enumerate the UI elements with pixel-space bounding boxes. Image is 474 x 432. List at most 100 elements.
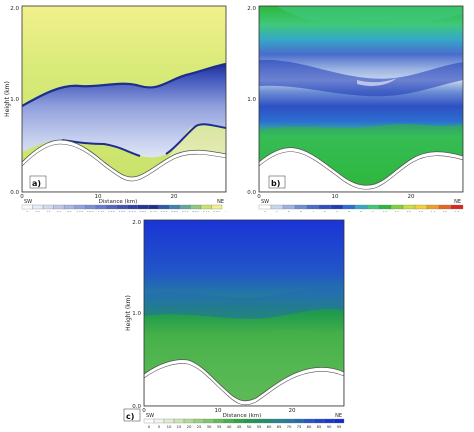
colorbar-swatch: [390, 204, 404, 210]
terrain: [144, 359, 344, 406]
colorbar-swatch: [193, 418, 205, 424]
panel-label: b): [271, 179, 280, 188]
colorbar-swatch: [158, 204, 170, 210]
colorbar-label: 15: [443, 210, 448, 212]
colorbar-swatch: [303, 418, 315, 424]
colorbar-unit: m s⁻¹: [465, 210, 474, 212]
colorbar-swatch: [270, 204, 284, 210]
colorbar-label: 95: [337, 424, 342, 428]
colorbar-swatch: [85, 204, 96, 210]
colorbar-label: 2: [288, 210, 291, 212]
colorbar-label: 0: [264, 210, 267, 212]
colorbar-label: 200: [129, 210, 137, 212]
colorbar-label: 40: [227, 424, 232, 428]
direction-left: SW: [24, 199, 32, 205]
colorbar-label: 20: [187, 424, 192, 428]
colorbar-label: 30: [207, 424, 212, 428]
colorbar-label: 11: [395, 210, 400, 212]
colorbar-swatch: [342, 204, 356, 210]
colorbar-label: 75: [297, 424, 302, 428]
chart-a: Height (km) 0.0 1.0 2.0 0 10 20 a) SW NE…: [4, 5, 239, 215]
colorbar-label: 45: [237, 424, 242, 428]
colorbar-label: 60: [56, 210, 61, 212]
panel-label: c): [126, 412, 134, 421]
colorbar-swatch: [137, 204, 149, 210]
terrain: [22, 139, 226, 192]
colorbar-swatch: [223, 418, 235, 424]
colorbar-label: 8: [360, 210, 363, 212]
colorbar-swatch: [450, 204, 464, 210]
colorbar-label: 90: [327, 424, 332, 428]
colorbar-swatch: [282, 204, 296, 210]
colorbar: 012345678910111213141516m s⁻¹: [258, 204, 474, 215]
panel-a: Height (km) 0.0 1.0 2.0 0 10 20 a) SW NE…: [0, 0, 239, 215]
x-axis-label: Distance (km): [99, 199, 138, 205]
colorbar-swatch: [116, 204, 128, 210]
colorbar-label: 25: [197, 424, 202, 428]
colorbar-swatch: [330, 204, 344, 210]
colorbar-label: 220: [139, 210, 147, 212]
y-tick-label: 1.0: [132, 311, 141, 317]
colorbar-swatch: [211, 204, 223, 210]
direction-right: NE: [217, 199, 224, 205]
panel-label: a): [32, 179, 41, 188]
colorbar-swatch: [253, 418, 265, 424]
direction-left: SW: [261, 199, 269, 205]
panel-b: 0.0 1.0 2.0 0 10 20 b) SW NE 01234567891…: [237, 0, 474, 215]
colorbar-swatch: [283, 418, 295, 424]
colorbar-label: 15: [177, 424, 182, 428]
colorbar-swatch: [243, 418, 255, 424]
colorbar-swatch: [148, 204, 159, 210]
y-axis-label: Height (km): [4, 81, 11, 117]
colorbar-swatch: [426, 204, 440, 210]
colorbar-label: 40: [46, 210, 51, 212]
colorbar-swatch: [233, 418, 245, 424]
colorbar-swatch: [169, 204, 181, 210]
direction-right: NE: [335, 413, 342, 419]
colorbar-label: 80: [307, 424, 312, 428]
colorbar-label: 60: [267, 424, 272, 428]
colorbar-label: 35: [217, 424, 222, 428]
colorbar-label: 85: [317, 424, 322, 428]
colorbar-label: 55: [257, 424, 262, 428]
x-tick-label: 10: [95, 194, 102, 200]
x-tick-label: 0: [142, 408, 146, 414]
colorbar-swatch: [306, 204, 320, 210]
chart-b: 0.0 1.0 2.0 0 10 20 b) SW NE 01234567891…: [247, 5, 474, 215]
colorbar-swatch: [143, 418, 155, 424]
colorbar-label: 10: [167, 424, 172, 428]
colorbar-swatch: [273, 418, 285, 424]
colorbar-swatch: [263, 418, 275, 424]
colorbar-swatch: [293, 418, 305, 424]
colorbar-label: 240: [150, 210, 158, 212]
x-axis-label: Distance (km): [223, 413, 262, 419]
colorbar-swatch: [323, 418, 335, 424]
y-axis-label: Height (km): [125, 295, 132, 331]
y-tick-label: 1.0: [10, 97, 19, 103]
colorbar-swatch: [213, 418, 225, 424]
colorbar-label: 0: [26, 210, 29, 212]
colorbar-swatch: [366, 204, 380, 210]
colorbar-label: 1: [276, 210, 279, 212]
colorbar-swatch: [313, 418, 325, 424]
colorbar-swatch: [179, 204, 191, 210]
colorbar-label: 100: [76, 210, 84, 212]
colorbar-label: 12: [407, 210, 412, 212]
y-tick-label: 1.0: [247, 97, 256, 103]
colorbar-label: 20: [35, 210, 40, 212]
y-tick-label: 2.0: [247, 6, 256, 12]
colorbar-label: 320: [192, 210, 200, 212]
colorbar-swatch: [200, 204, 212, 210]
colorbar-label: 280: [171, 210, 179, 212]
colorbar-swatch: [294, 204, 308, 210]
colorbar-label: 120: [87, 210, 95, 212]
colorbar-label: 65: [277, 424, 282, 428]
colorbar-label: 80: [67, 210, 72, 212]
panel-c: Height (km) 0.0 1.0 2.0 0 10 20 c) SW NE…: [118, 214, 355, 429]
colorbar-swatch: [32, 204, 44, 210]
colorbar-label: 140: [97, 210, 105, 212]
colorbar-label: 180: [118, 210, 126, 212]
direction-right: NE: [454, 199, 461, 205]
color-band: [22, 64, 226, 158]
colorbar: 0204060801001201401601802002202402602803…: [21, 204, 239, 215]
